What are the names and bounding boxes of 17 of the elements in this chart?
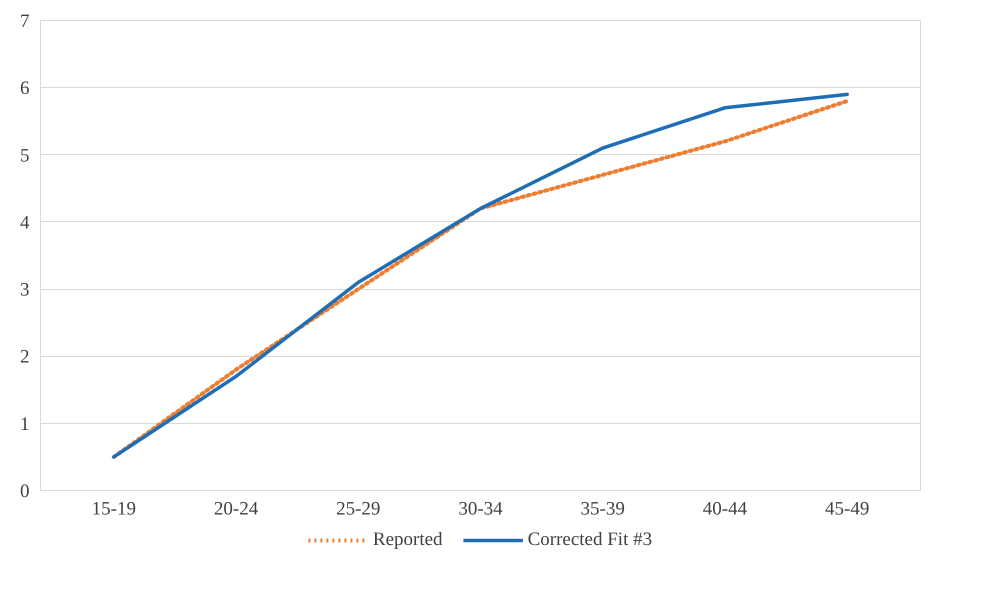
y-tick-label: 7: [20, 11, 30, 32]
x-tick-label: 35-39: [580, 498, 625, 520]
legend-label: Corrected Fit #3: [528, 528, 652, 550]
x-tick-label: 25-29: [336, 498, 380, 520]
x-tick-label: 45-49: [825, 498, 870, 520]
y-tick-label: 6: [20, 78, 30, 100]
y-tick-label: 1: [20, 414, 30, 435]
x-tick-label: 15-19: [92, 498, 136, 520]
y-tick-label: 2: [20, 346, 30, 368]
y-tick-label: 5: [20, 145, 30, 166]
y-tick-label: 3: [20, 280, 30, 301]
x-tick-label: 20-24: [214, 498, 259, 520]
x-tick-label: 40-44: [702, 498, 748, 520]
legend-label: Reported: [372, 528, 443, 550]
x-tick-label: 30-34: [458, 498, 504, 520]
y-tick-label: 4: [20, 212, 30, 234]
y-tick-label: 0: [20, 481, 30, 502]
